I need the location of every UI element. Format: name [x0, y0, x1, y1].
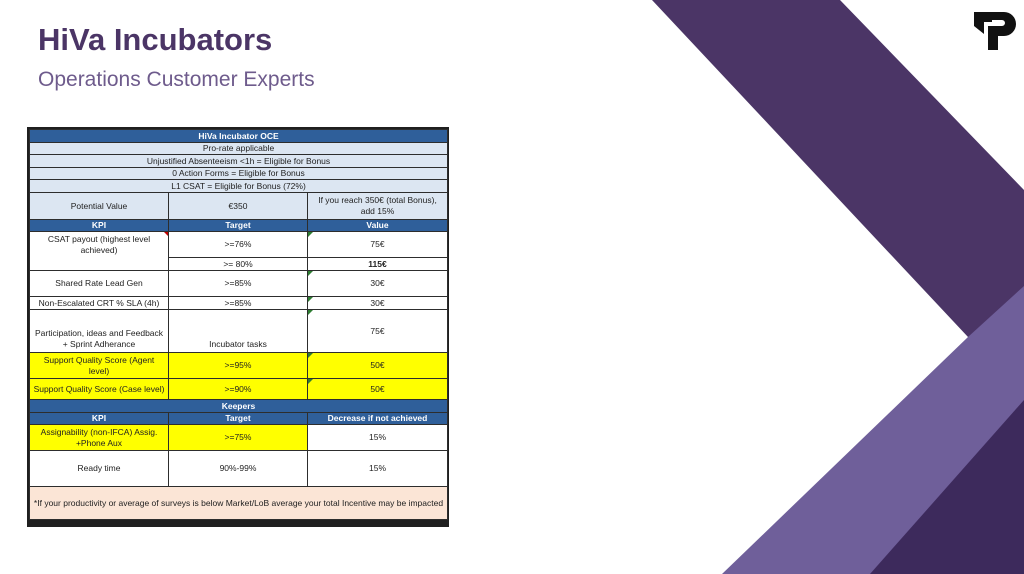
- kpi-shared-rate-value: 30€: [306, 270, 449, 297]
- kpi-header-kpi: KPI: [29, 219, 169, 232]
- kpi-sqs-case-value: 50€: [306, 378, 449, 400]
- keeper-header-kpi: KPI: [29, 412, 169, 425]
- keepers-title: Keepers: [28, 399, 449, 413]
- condition-action-forms: 0 Action Forms = Eligible for Bonus: [28, 167, 449, 180]
- keeper-ready-time: Ready time: [29, 450, 169, 487]
- potential-value-note: If you reach 350€ (total Bonus), add 15%: [306, 192, 449, 220]
- kpi-participation-target: Incubator tasks: [168, 309, 308, 353]
- footnote: *If your productivity or average of surv…: [28, 486, 449, 520]
- kpi-sqs-agent: Support Quality Score (Agent level): [29, 352, 169, 379]
- kpi-sqs-case: Support Quality Score (Case level): [29, 378, 169, 400]
- kpi-participation: Participation, ideas and Feedback + Spri…: [29, 309, 169, 353]
- kpi-participation-value: 75€: [306, 309, 449, 353]
- kpi-csat-target-1: >=76%: [168, 231, 308, 258]
- keeper-ready-time-target: 90%-99%: [168, 450, 308, 487]
- kpi-csat-value-1: 75€: [306, 231, 449, 258]
- kpi-sqs-case-target: >=90%: [168, 378, 308, 400]
- kpi-sqs-agent-target: >=95%: [168, 352, 308, 379]
- condition-prorate: Pro-rate applicable: [28, 142, 449, 155]
- keeper-assignability-target: >=75%: [168, 424, 308, 451]
- kpi-csat: CSAT payout (highest level achieved): [29, 231, 169, 271]
- condition-l1-csat: L1 CSAT = Eligible for Bonus (72%): [28, 179, 449, 193]
- table-header: HiVa Incubator OCE: [28, 129, 449, 143]
- incentive-table-grid: HiVa Incubator OCE Pro-rate applicable U…: [28, 129, 449, 520]
- kpi-header-target: Target: [168, 219, 308, 232]
- potential-value-amount: €350: [168, 192, 308, 220]
- kpi-non-escalated: Non-Escalated CRT % SLA (4h): [29, 296, 169, 310]
- kpi-sqs-agent-value: 50€: [306, 352, 449, 379]
- kpi-non-escalated-target: >=85%: [168, 296, 308, 310]
- kpi-header-value: Value: [306, 219, 449, 232]
- keeper-header-decrease: Decrease if not achieved: [306, 412, 449, 425]
- condition-absenteeism: Unjustified Absenteeism <1h = Eligible f…: [28, 154, 449, 168]
- incentive-table: HiVa Incubator OCE Pro-rate applicable U…: [27, 127, 449, 527]
- page-title: HiVa Incubators: [38, 22, 273, 57]
- keeper-assignability: Assignability (non-IFCA) Assig. +Phone A…: [29, 424, 169, 451]
- kpi-shared-rate-target: >=85%: [168, 270, 308, 297]
- kpi-non-escalated-value: 30€: [306, 296, 449, 310]
- kpi-csat-value-2: 115€: [306, 257, 449, 271]
- tp-logo-icon: [974, 12, 1016, 50]
- page-subtitle: Operations Customer Experts: [38, 68, 315, 91]
- deco-chevron-dark: [652, 0, 1024, 337]
- kpi-csat-target-2: >= 80%: [168, 257, 308, 271]
- kpi-shared-rate: Shared Rate Lead Gen: [29, 270, 169, 297]
- keeper-header-target: Target: [168, 412, 308, 425]
- potential-value-label: Potential Value: [29, 192, 169, 220]
- keeper-ready-time-value: 15%: [306, 450, 449, 487]
- deco-chevron-deep: [870, 400, 1024, 574]
- keeper-assignability-value: 15%: [306, 424, 449, 451]
